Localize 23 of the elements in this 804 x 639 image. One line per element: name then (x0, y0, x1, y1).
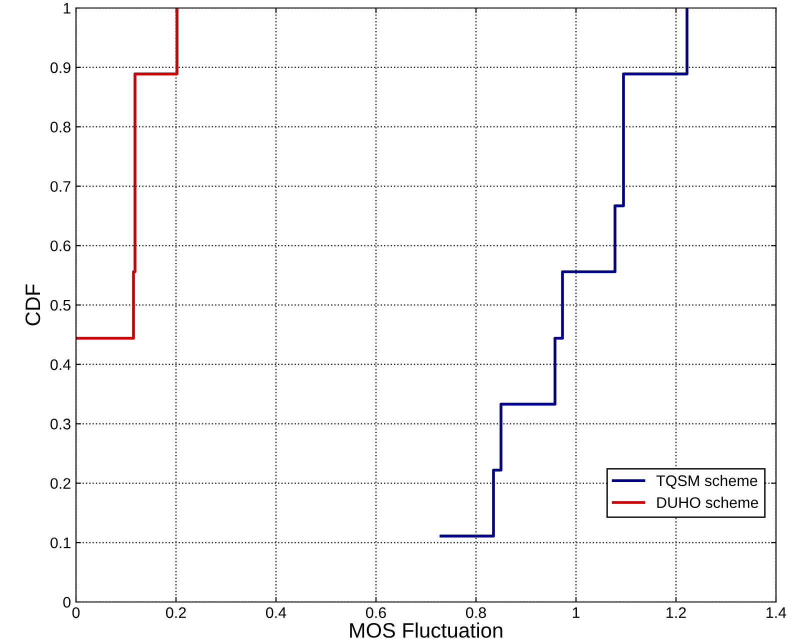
x-tick-label: 1 (572, 607, 580, 618)
y-tick-label: 1 (64, 3, 70, 14)
x-tick-label: 0.8 (466, 607, 486, 618)
y-axis-title: CDF (25, 284, 40, 326)
y-tick-label: 0.9 (50, 62, 70, 74)
y-tick-label: 0.3 (50, 418, 70, 430)
y-tick-label: 0.1 (50, 537, 70, 548)
y-tick-label: 0.8 (50, 122, 70, 132)
x-axis-title: MOS Fluctuation (350, 622, 502, 638)
x-tick-label: 0.4 (266, 607, 286, 618)
x-tick-label: 0.2 (166, 607, 186, 618)
x-tick-label: 0 (72, 607, 80, 618)
x-tick-label: 0.6 (366, 607, 386, 618)
y-tick-label: 0.4 (50, 359, 71, 370)
y-tick-label: 0 (63, 596, 71, 608)
y-tick-label: 0.7 (50, 181, 70, 192)
y-tick-label: 0.5 (50, 300, 70, 311)
x-tick-label: 1.4 (766, 607, 786, 618)
legend-label: TQSM scheme (656, 474, 758, 489)
y-tick-label: 0.6 (50, 240, 70, 252)
x-tick-label: 1.2 (666, 607, 686, 618)
y-tick-label: 0.2 (50, 478, 70, 489)
legend-label: DUHO scheme (657, 496, 758, 508)
